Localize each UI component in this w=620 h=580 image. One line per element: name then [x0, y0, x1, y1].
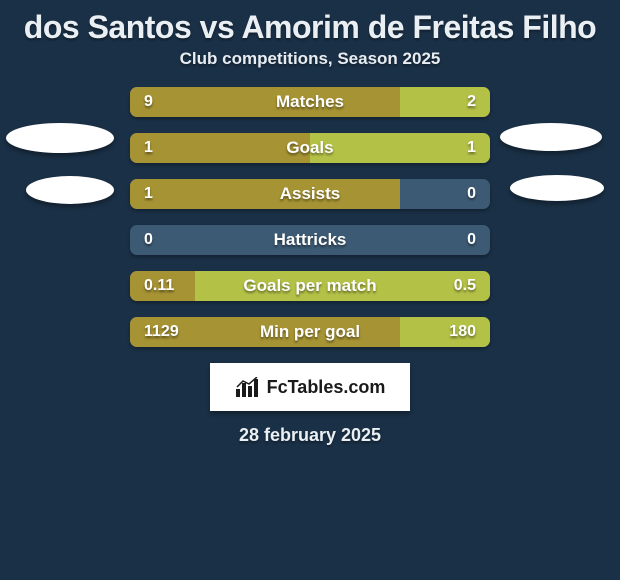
- branding-text: FcTables.com: [267, 377, 386, 398]
- stat-bar-left: [130, 179, 400, 209]
- stat-value-left: 0: [144, 225, 153, 255]
- stat-row: Hattricks0 0: [0, 225, 620, 255]
- stat-bar: Goals11: [130, 133, 490, 163]
- page-subtitle: Club competitions, Season 2025: [0, 49, 620, 87]
- stat-bar: Goals per match0.110.5: [130, 271, 490, 301]
- stat-row: Matches92: [0, 87, 620, 117]
- stat-value-right: 0: [467, 225, 476, 255]
- stat-value-right: 0: [467, 179, 476, 209]
- decorative-ellipse: [6, 123, 114, 153]
- stat-row: Goals per match0.110.5: [0, 271, 620, 301]
- stat-bar: Assists10: [130, 179, 490, 209]
- stat-bar: Matches92: [130, 87, 490, 117]
- stat-bar-right: [400, 317, 490, 347]
- stat-bar-left: [130, 133, 310, 163]
- stat-bar-right: [400, 87, 490, 117]
- branding-badge: FcTables.com: [210, 363, 410, 411]
- stat-bar: Min per goal1129180: [130, 317, 490, 347]
- decorative-ellipse: [500, 123, 602, 151]
- stat-bar-right: [310, 133, 490, 163]
- stat-bar-left: [130, 87, 400, 117]
- stat-row: Min per goal1129180: [0, 317, 620, 347]
- bar-chart-icon: [235, 377, 261, 397]
- decorative-ellipse: [510, 175, 604, 201]
- stat-bar-left: [130, 271, 195, 301]
- page-title: dos Santos vs Amorim de Freitas Filho: [0, 0, 620, 49]
- stat-bar: Hattricks0 0: [130, 225, 490, 255]
- stat-bar-left: [130, 317, 400, 347]
- decorative-ellipse: [26, 176, 114, 204]
- date-text: 28 february 2025: [0, 425, 620, 446]
- stat-bar-right: [195, 271, 490, 301]
- stat-label: Hattricks: [130, 225, 490, 255]
